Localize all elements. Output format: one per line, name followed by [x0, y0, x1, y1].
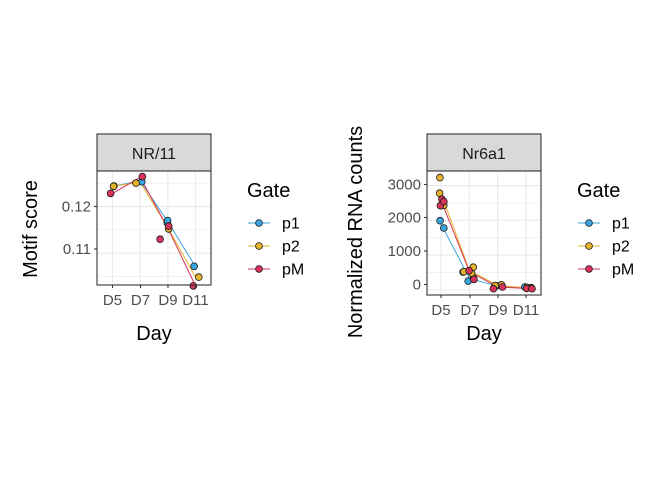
panel-border: [96, 170, 212, 286]
legend-key-pM: pM: [578, 262, 634, 279]
series-line-p2: [112, 181, 196, 278]
legend-left: Gate p1 p2 pM: [247, 180, 304, 279]
facet-strip: [96, 133, 212, 172]
y-tick-label: 1000: [388, 243, 421, 260]
panel-border: [426, 170, 542, 296]
x-tick-label: D9: [158, 292, 177, 309]
x-tick-label: D11: [513, 302, 539, 319]
data-point-p1: [190, 262, 198, 271]
series-line-pM: [440, 200, 527, 289]
y-tick-label: 0.11: [63, 241, 91, 258]
series-line-pM: [112, 176, 196, 287]
y-tick-label: 2000: [388, 210, 421, 227]
data-point-pM: [528, 284, 536, 293]
chart-rna-counts: Nr6a1 3000 2000 1000 0 D5 D7 D9 D: [345, 126, 542, 345]
data-point-pM: [470, 275, 478, 284]
x-tick-label: D9: [488, 302, 507, 319]
gridlines: [97, 171, 211, 285]
x-axis-title: Day: [466, 323, 502, 345]
data-point-pM: [106, 189, 115, 198]
legend-point: [585, 265, 593, 273]
series-line-p2: [440, 193, 527, 289]
legend-label: p2: [282, 239, 300, 256]
data-point-pM: [138, 172, 147, 181]
legend-point: [255, 219, 263, 227]
legend-title: Gate: [577, 180, 620, 202]
data-point-p2: [132, 179, 140, 187]
series-lines: [112, 176, 196, 287]
legend-point: [255, 265, 263, 273]
data-point-pM: [498, 283, 507, 291]
legend-right: Gate p1 p2 pM: [577, 180, 634, 279]
data-point-pM: [156, 235, 164, 244]
x-tick-label: D7: [131, 292, 150, 309]
legend-point: [585, 219, 593, 227]
plot-panel: [96, 170, 212, 290]
chart-motif-score: NR/11 0.12 0.11 D5 D7 D9 D11: [20, 133, 212, 345]
x-axis: D5 D7 D9 D11: [431, 295, 539, 319]
legend-label: p1: [282, 216, 300, 233]
x-axis-title: Day: [136, 323, 172, 345]
y-tick-label: 0.12: [62, 199, 91, 216]
legend-key-pM: pM: [248, 262, 304, 279]
x-tick-label: D5: [103, 292, 122, 309]
facet-title: NR/11: [132, 146, 176, 163]
legend-point: [585, 242, 593, 250]
series-points: [435, 173, 536, 293]
series-lines: [440, 193, 527, 289]
data-point-pM: [489, 284, 498, 293]
panel-background: [427, 171, 541, 295]
data-point-p1: [439, 224, 448, 232]
legend-key-p2: p2: [578, 239, 630, 256]
y-tick-label: 3000: [388, 177, 421, 194]
x-tick-label: D11: [182, 292, 208, 309]
data-point-p2: [109, 182, 118, 191]
legend-key-p1: p1: [578, 216, 630, 233]
data-point-pM: [439, 197, 448, 206]
facet-title: Nr6a1: [462, 146, 506, 163]
legend-label: p1: [612, 216, 630, 233]
legend-title: Gate: [247, 180, 290, 202]
y-tick-label: 0: [413, 277, 421, 294]
data-point-p2: [195, 273, 203, 281]
y-axis-title: Motif score: [20, 180, 42, 278]
legend-key-p2: p2: [248, 239, 300, 256]
plot-panel: [426, 170, 542, 296]
y-axis: 3000 2000 1000 0: [388, 177, 427, 294]
x-axis: D5 D7 D9 D11: [103, 285, 209, 309]
data-point-pM: [465, 266, 473, 275]
legend-label: p2: [612, 239, 630, 256]
x-tick-label: D5: [431, 302, 450, 319]
legend-label: pM: [282, 262, 304, 279]
data-point-p2: [436, 173, 444, 182]
legend-point: [255, 242, 263, 250]
x-tick-label: D7: [460, 302, 479, 319]
legend-key-p1: p1: [248, 216, 300, 233]
legend-label: pM: [612, 262, 634, 279]
series-points: [106, 172, 203, 290]
series-line-p1: [112, 180, 196, 268]
data-point-pM: [164, 222, 173, 230]
data-point-p1: [436, 216, 444, 225]
y-axis: 0.12 0.11: [62, 199, 97, 258]
y-axis-title: Normalized RNA counts: [345, 126, 367, 338]
